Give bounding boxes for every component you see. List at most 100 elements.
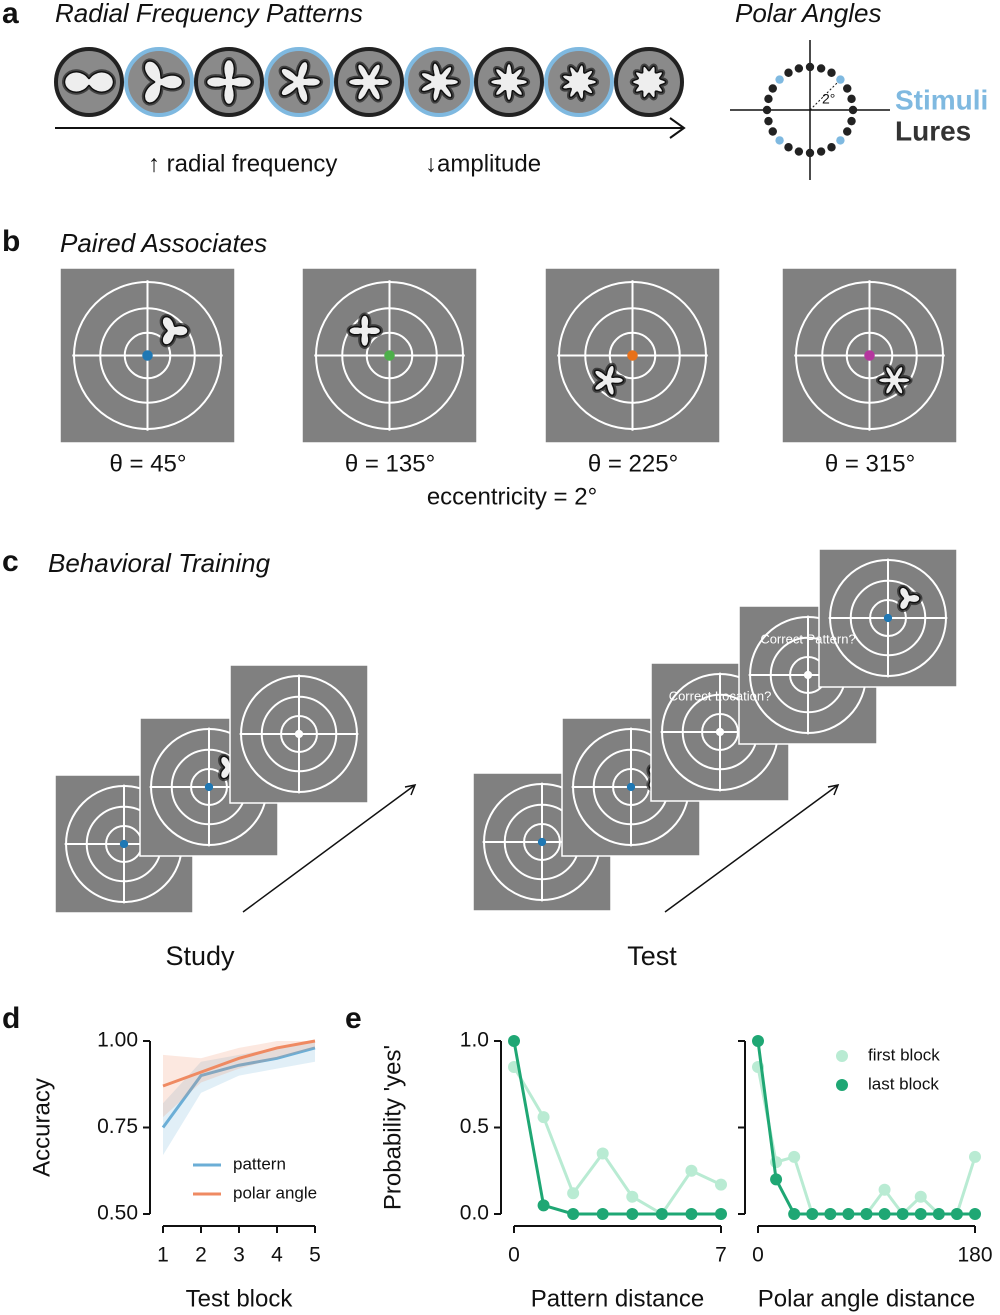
marker: [896, 1208, 909, 1220]
marker: [969, 1150, 981, 1163]
marker: [655, 1208, 668, 1220]
pattern: [143, 60, 184, 104]
fixation: [384, 350, 395, 361]
x-axis-label: Polar angle distance: [758, 1285, 975, 1312]
y-tick-label: 1.0: [460, 1029, 489, 1052]
angle-dot: [816, 64, 826, 73]
angle-dot: [768, 127, 777, 136]
marker: [842, 1208, 855, 1220]
x-tick-label: 180: [957, 1244, 992, 1267]
marker: [626, 1190, 639, 1203]
series-line: [756, 1066, 977, 1217]
arrow-head: [827, 783, 840, 796]
pattern: [63, 71, 115, 93]
panel-title: Paired Associates: [60, 228, 267, 258]
radius: [809, 80, 840, 111]
y-tick-label: 0.75: [97, 1115, 138, 1138]
pattern: [420, 62, 460, 102]
angle-dot: [775, 136, 784, 145]
marker: [824, 1208, 837, 1220]
marker: [878, 1183, 891, 1196]
phase-label: Study: [165, 941, 235, 971]
marker: [878, 1208, 891, 1220]
pattern: [348, 314, 382, 348]
pattern: [593, 364, 625, 397]
series-line: [161, 1046, 316, 1129]
fixation: [142, 350, 153, 361]
pattern: [898, 586, 921, 611]
y-tick-label: 0.50: [97, 1202, 138, 1225]
angle-dot: [843, 84, 852, 93]
angle-dot: [827, 68, 836, 77]
angle-dot: [847, 116, 856, 126]
marker: [537, 1199, 550, 1212]
marker: [788, 1208, 801, 1220]
caption: eccentricity = 2°: [427, 483, 597, 510]
pattern: [631, 65, 667, 99]
angle-label: θ = 315°: [825, 450, 915, 477]
pattern: [205, 58, 253, 106]
legend-label: polar angle: [233, 1183, 317, 1202]
marker: [950, 1208, 963, 1220]
x-tick-label: 4: [271, 1244, 283, 1267]
x-tick-label: 2: [195, 1244, 207, 1267]
y-tick-label: 0.0: [460, 1202, 489, 1225]
axis-label: ↓amplitude: [425, 150, 541, 177]
arrow: [664, 784, 839, 913]
pattern: [280, 60, 322, 104]
scale-label: 2°: [822, 91, 835, 107]
angle-label: θ = 225°: [588, 450, 678, 477]
angle-dot: [784, 68, 793, 77]
prompt: Correct Location?: [669, 688, 772, 703]
angle-dot: [836, 75, 845, 84]
angle-dot: [836, 136, 845, 145]
angle-dot: [816, 147, 826, 156]
marker: [508, 1035, 520, 1047]
marker: [596, 1147, 609, 1160]
x-tick-label: 0: [508, 1244, 520, 1267]
panel-label: e: [345, 1002, 362, 1035]
angle-dot: [775, 75, 784, 84]
fixation: [803, 670, 813, 680]
axis-label: ↑ radial frequency: [148, 150, 337, 177]
fixation: [294, 729, 304, 739]
angle-dot: [843, 127, 852, 136]
x-axis-label: Pattern distance: [531, 1285, 704, 1312]
marker: [685, 1164, 698, 1177]
x-tick-label: 1: [157, 1244, 169, 1267]
marker: [932, 1208, 945, 1220]
angle-dot: [848, 105, 858, 115]
pattern: [489, 62, 529, 102]
y-tick-label: 1.00: [97, 1029, 138, 1052]
marker: [715, 1208, 727, 1220]
fixation: [715, 727, 725, 737]
angle-dot: [768, 84, 777, 93]
legend-lures: Lures: [895, 115, 971, 146]
angle-dot: [847, 94, 856, 104]
series-line: [756, 1040, 975, 1216]
pattern: [561, 63, 598, 101]
angle-dot: [805, 148, 815, 158]
panel-label: a: [2, 0, 19, 30]
panel-label: c: [2, 545, 19, 578]
angle-dot: [764, 94, 773, 104]
angle-dot: [762, 105, 772, 115]
y-axis-label: Probability 'yes': [379, 1045, 406, 1210]
pattern: [347, 63, 391, 101]
fixation: [883, 613, 893, 623]
marker: [914, 1190, 927, 1203]
marker: [537, 1111, 550, 1124]
panel-label: d: [2, 1002, 20, 1035]
arrow: [242, 784, 416, 913]
x-tick-label: 3: [233, 1244, 245, 1267]
legend-label: first block: [868, 1045, 940, 1064]
marker: [860, 1208, 873, 1220]
legend-marker: [836, 1050, 848, 1062]
ci-band: [163, 1041, 315, 1118]
angle-dot: [805, 62, 815, 72]
fixation: [627, 350, 638, 361]
fixation: [204, 782, 214, 792]
marker: [969, 1208, 981, 1220]
angle-dot: [794, 64, 804, 73]
